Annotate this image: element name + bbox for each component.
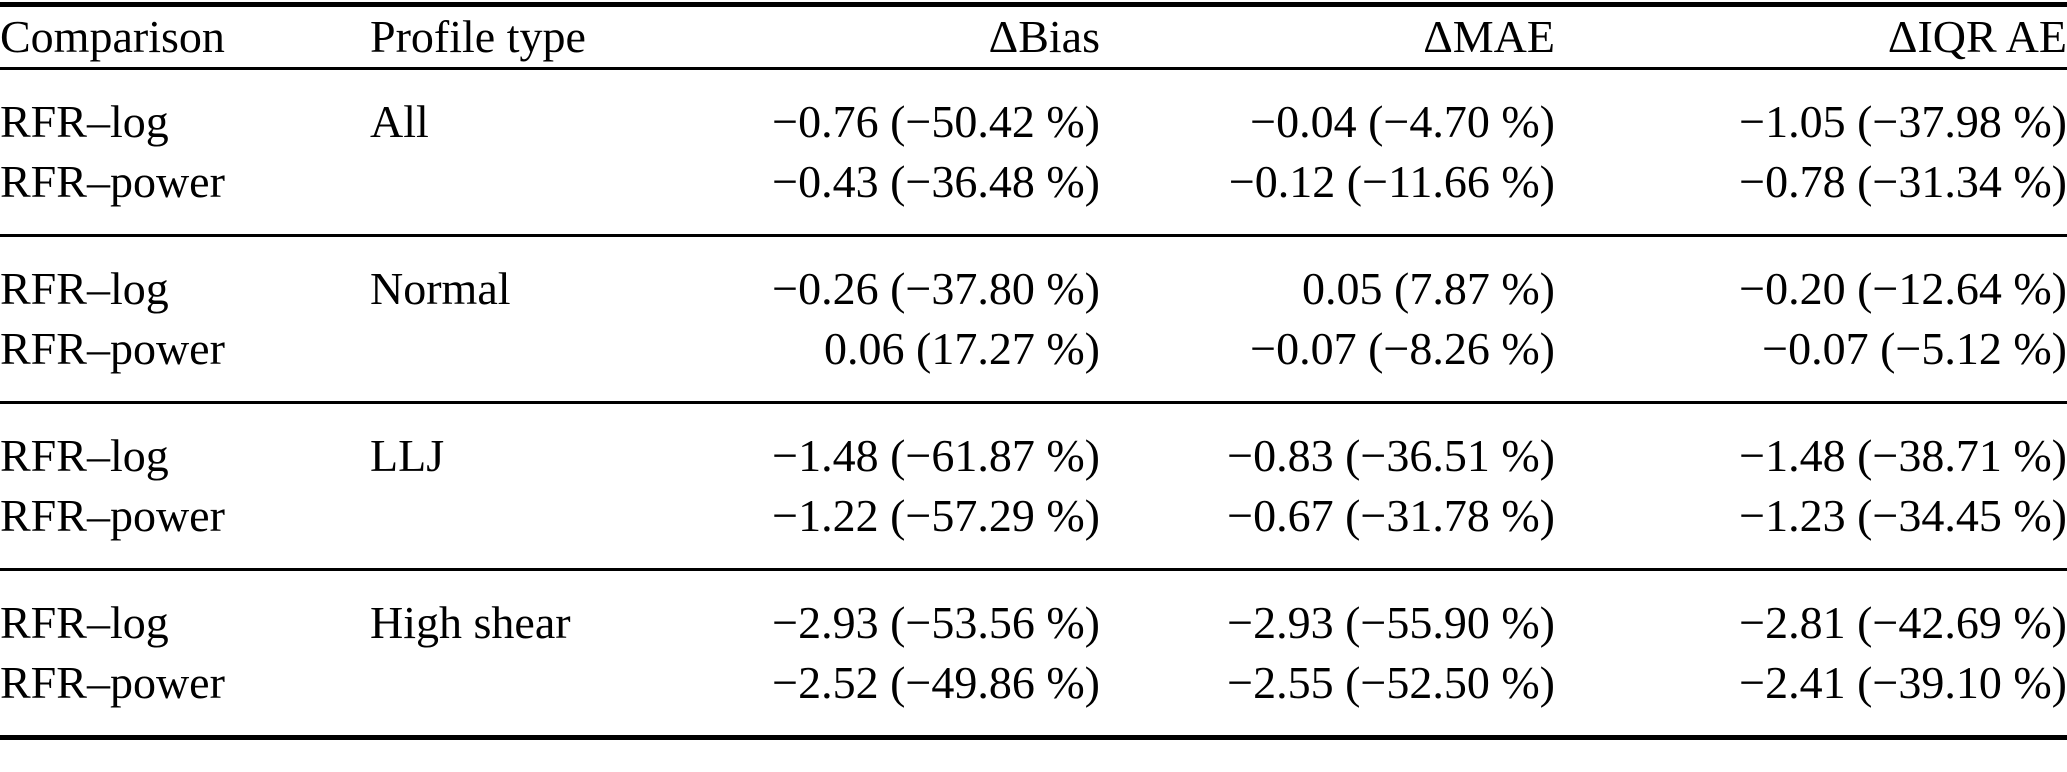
col-header-delta-iqr-ae: ΔIQR AE (1887, 11, 2067, 62)
table-section: RFR–log High shear −2.93 (−53.56 %) −2.93 (… (0, 569, 2067, 738)
table-header: Comparison Profile type ΔBias ΔMAE ΔIQR … (0, 5, 2067, 69)
delta-bias-cell: −2.52 (−49.86 %) (772, 657, 1100, 708)
table-row: RFR–power 0.06 (17.27 %) −0.07 (−8.26 %) −0… (0, 319, 2067, 403)
delta-mae-cell: −2.93 (−55.90 %) (1227, 597, 1555, 648)
delta-iqr-ae-cell: −2.81 (−42.69 %) (1739, 597, 2067, 648)
delta-bias-cell: −1.22 (−57.29 %) (772, 490, 1100, 541)
delta-iqr-ae-cell: −0.20 (−12.64 %) (1739, 263, 2067, 314)
table-row: RFR–power −0.43 (−36.48 %) −0.12 (−11.66 %… (0, 152, 2067, 236)
table-row: RFR–log LLJ −1.48 (−61.87 %) −0.83 (−36.51 … (0, 403, 2067, 487)
metrics-table: Comparison Profile type ΔBias ΔMAE ΔIQR … (0, 2, 2067, 740)
delta-mae-cell: −2.55 (−52.50 %) (1227, 657, 1555, 708)
table-row: RFR–log High shear −2.93 (−53.56 %) −2.93 (… (0, 570, 2067, 654)
delta-bias-cell: 0.06 (17.27 %) (824, 323, 1100, 374)
delta-iqr-ae-cell: −2.41 (−39.10 %) (1739, 657, 2067, 708)
table-row: RFR–log All −0.76 (−50.42 %) −0.04 (−4.70 %… (0, 69, 2067, 153)
col-header-profile-type: Profile type (370, 11, 586, 62)
profile-type-cell: All (370, 96, 429, 147)
col-header-delta-mae: ΔMAE (1423, 11, 1555, 62)
table-row: RFR–power −2.52 (−49.86 %) −2.55 (−52.50 %… (0, 653, 2067, 738)
delta-mae-cell: −0.07 (−8.26 %) (1250, 323, 1555, 374)
delta-bias-cell: −2.93 (−53.56 %) (772, 597, 1100, 648)
delta-iqr-ae-cell: −0.78 (−31.34 %) (1739, 156, 2067, 207)
delta-bias-cell: −0.43 (−36.48 %) (772, 156, 1100, 207)
delta-bias-cell: −0.76 (−50.42 %) (772, 96, 1100, 147)
header-row: Comparison Profile type ΔBias ΔMAE ΔIQR … (0, 5, 2067, 69)
delta-iqr-ae-cell: −1.23 (−34.45 %) (1739, 490, 2067, 541)
col-header-comparison: Comparison (0, 11, 225, 62)
table-section: RFR–log LLJ −1.48 (−61.87 %) −0.83 (−36.51 … (0, 402, 2067, 570)
profile-type-cell (370, 319, 620, 403)
profile-type-cell (370, 152, 620, 236)
delta-mae-cell: −0.04 (−4.70 %) (1250, 96, 1555, 147)
delta-bias-cell: −1.48 (−61.87 %) (772, 430, 1100, 481)
col-header-delta-bias: ΔBias (988, 11, 1100, 62)
comparison-cell: RFR–power (0, 323, 225, 374)
comparison-cell: RFR–log (0, 597, 169, 648)
comparison-cell: RFR–power (0, 657, 225, 708)
comparison-cell: RFR–log (0, 430, 169, 481)
comparison-cell: RFR–power (0, 490, 225, 541)
delta-mae-cell: −0.12 (−11.66 %) (1228, 156, 1555, 207)
delta-mae-cell: −0.83 (−36.51 %) (1227, 430, 1555, 481)
delta-iqr-ae-cell: −1.48 (−38.71 %) (1739, 430, 2067, 481)
table-section: RFR–log Normal −0.26 (−37.80 %) 0.05 (7.87 … (0, 235, 2067, 403)
profile-type-cell: High shear (370, 597, 571, 648)
comparison-cell: RFR–power (0, 156, 225, 207)
table-section: RFR–log All −0.76 (−50.42 %) −0.04 (−4.70 %… (0, 68, 2067, 236)
profile-type-cell (370, 486, 620, 570)
table-row: RFR–power −1.22 (−57.29 %) −0.67 (−31.78 %… (0, 486, 2067, 570)
delta-bias-cell: −0.26 (−37.80 %) (772, 263, 1100, 314)
delta-mae-cell: −0.67 (−31.78 %) (1227, 490, 1555, 541)
comparison-cell: RFR–log (0, 96, 169, 147)
comparison-cell: RFR–log (0, 263, 169, 314)
profile-type-cell: LLJ (370, 430, 445, 481)
table-row: RFR–log Normal −0.26 (−37.80 %) 0.05 (7.87 … (0, 236, 2067, 320)
profile-type-cell (370, 653, 620, 738)
delta-iqr-ae-cell: −1.05 (−37.98 %) (1739, 96, 2067, 147)
profile-type-cell: Normal (370, 263, 511, 314)
delta-iqr-ae-cell: −0.07 (−5.12 %) (1762, 323, 2067, 374)
delta-mae-cell: 0.05 (7.87 %) (1302, 263, 1555, 314)
